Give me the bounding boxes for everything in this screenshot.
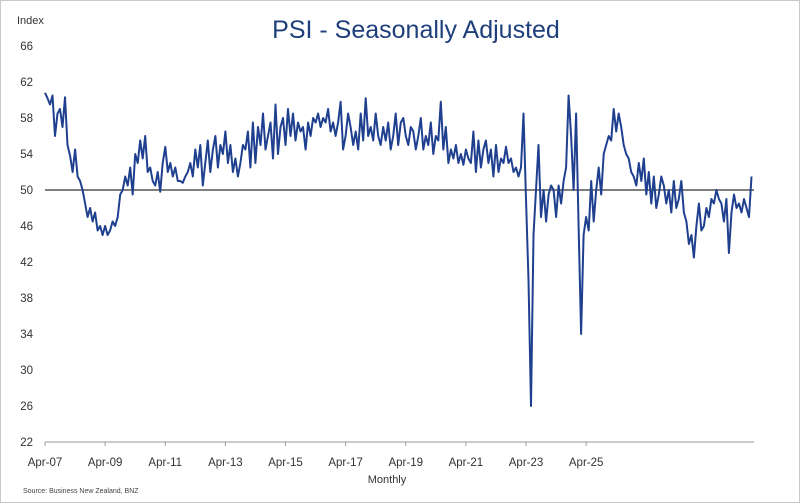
y-tick-label: 26: [20, 401, 33, 413]
y-tick-label: 30: [20, 365, 33, 377]
x-tick-label: Apr-25: [569, 457, 604, 469]
y-tick-label: 50: [20, 185, 33, 197]
x-tick-label: Apr-13: [208, 457, 243, 469]
y-tick-label: 58: [20, 113, 33, 125]
y-tick-label: 62: [20, 77, 33, 89]
x-tick-label: Apr-17: [328, 457, 363, 469]
series-line: [44, 92, 753, 407]
x-tick-labels: Apr-07 Apr-09 Apr-11 Apr-13 Apr-15 Apr-17 Apr-…: [28, 442, 604, 469]
x-tick-label: Apr-21: [449, 457, 484, 469]
x-tick-label: Apr-09: [88, 457, 123, 469]
y-tick-label: 38: [20, 293, 33, 305]
x-tick-label: Apr-19: [388, 457, 423, 469]
y-tick-label: 22: [20, 437, 33, 449]
x-tick-label: Apr-23: [509, 457, 544, 469]
y-tick-label: 42: [20, 257, 33, 269]
y-tick-label: 46: [20, 221, 33, 233]
x-tick-label: Apr-11: [148, 457, 182, 469]
y-tick-label: 54: [20, 149, 33, 161]
y-tick-label: 66: [20, 41, 33, 53]
source-note: Source: Business New Zealand, BNZ: [23, 488, 139, 495]
chart-title: PSI - Seasonally Adjusted: [272, 16, 560, 44]
y-axis-label: Index: [17, 15, 44, 27]
x-axis-label: Monthly: [368, 474, 407, 486]
y-tick-labels: 22 26 30 34 38 42 46 50 54 58 62 66: [20, 41, 33, 449]
x-tick-label: Apr-15: [268, 457, 303, 469]
y-tick-label: 34: [20, 329, 33, 341]
x-tick-label: Apr-07: [28, 457, 63, 469]
